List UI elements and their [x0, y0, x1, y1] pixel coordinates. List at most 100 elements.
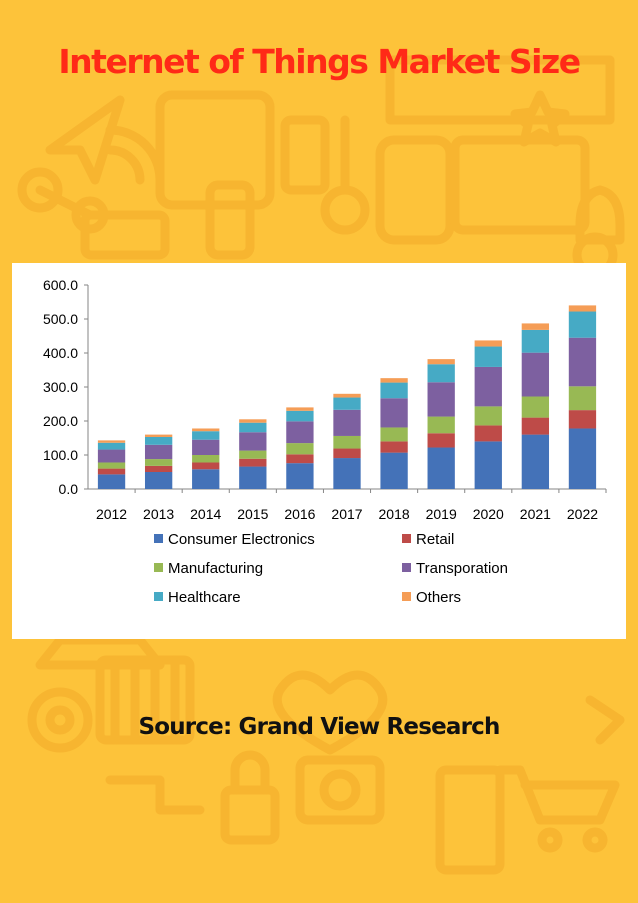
bar-segment-others — [239, 419, 267, 423]
bar-segment-manufacturing — [380, 427, 408, 442]
bar-segment-transporation — [333, 409, 361, 436]
bar-segment-others — [521, 323, 550, 330]
bar-segment-transporation — [286, 421, 314, 444]
bar-segment-transporation — [144, 444, 173, 460]
bar-segment-retail — [239, 458, 267, 467]
bar-segment-healthcare — [427, 364, 455, 383]
bar-segment-consumer-electronics — [144, 472, 173, 489]
legend-label: Retail — [416, 531, 454, 548]
x-tick-label: 2016 — [284, 506, 315, 522]
bar-segment-others — [474, 340, 502, 347]
lock-icon — [220, 785, 280, 845]
bar-segment-consumer-electronics — [380, 452, 408, 489]
y-tick-label: 0.0 — [59, 481, 79, 497]
bar-segment-healthcare — [192, 431, 220, 440]
network-node-icon — [17, 167, 63, 213]
bar-segment-consumer-electronics — [521, 434, 550, 489]
radiator-icon — [95, 655, 195, 745]
bar-segment-retail — [427, 433, 455, 448]
bar-segment-transporation — [380, 398, 408, 428]
camera-icon — [295, 755, 385, 825]
legend-swatch — [402, 563, 411, 572]
bar-segment-consumer-electronics — [239, 466, 267, 489]
stacked-bar-chart: 0.0 100.0 200.0 300.0 400.0 500.0 600.0 2012 201… — [43, 277, 607, 606]
bar-segment-healthcare — [380, 382, 408, 399]
x-tick-label: 2021 — [520, 506, 551, 522]
router-icon — [80, 210, 170, 260]
x-tick-label: 2015 — [237, 506, 268, 522]
x-tick-label: 2013 — [143, 506, 174, 522]
bar-segment-manufacturing — [474, 406, 502, 426]
fridge-icon — [435, 765, 505, 875]
bar-segment-healthcare — [286, 410, 314, 422]
legend-label: Healthcare — [168, 589, 241, 606]
bar-segment-consumer-electronics — [97, 474, 126, 489]
x-tick-label: 2014 — [190, 506, 221, 522]
page-title: Internet of Things Market Size — [58, 42, 581, 81]
bar-segment-transporation — [474, 366, 502, 407]
bar-segment-transporation — [239, 432, 267, 451]
y-tick-label: 600.0 — [43, 277, 78, 293]
bar-segment-others — [427, 359, 455, 365]
bar-segment-others — [286, 407, 314, 411]
bar-segment-others — [192, 428, 220, 432]
bar-segment-consumer-electronics — [568, 428, 597, 489]
bar-segment-manufacturing — [427, 416, 455, 434]
bar-segment-retail — [333, 448, 361, 459]
bar-segment-others — [380, 378, 408, 383]
faucet-icon — [105, 775, 205, 815]
bar-segment-consumer-electronics — [474, 441, 502, 489]
bar-segment-consumer-electronics — [286, 463, 314, 489]
y-tick-label: 500.0 — [43, 311, 78, 327]
bar-segment-manufacturing — [333, 435, 361, 449]
gear-icon — [27, 687, 93, 753]
chart-card: 0.0 100.0 200.0 300.0 400.0 500.0 600.0 2012 201… — [12, 263, 626, 639]
bar-segment-healthcare — [239, 422, 267, 433]
legend-label: Transporation — [416, 560, 508, 577]
bar-segment-retail — [97, 468, 126, 475]
x-tick-label: 2017 — [331, 506, 362, 522]
bar-segment-healthcare — [474, 346, 502, 367]
star-icon — [510, 90, 570, 147]
bar-segment-retail — [380, 441, 408, 453]
bar-segment-others — [144, 434, 173, 437]
bar-segment-retail — [286, 454, 314, 464]
bar-segment-transporation — [427, 382, 455, 417]
bar-segment-consumer-electronics — [192, 469, 220, 489]
cart-icon — [495, 765, 620, 825]
bar-segment-others — [568, 305, 597, 312]
bar-segment-healthcare — [333, 397, 361, 410]
y-tick-label: 100.0 — [43, 447, 78, 463]
battery-icon — [385, 55, 615, 125]
bar-segment-transporation — [97, 449, 126, 463]
bar-segment-manufacturing — [521, 396, 550, 418]
x-tick-label: 2022 — [567, 506, 598, 522]
legend-label: Manufacturing — [168, 560, 263, 577]
bar-segment-retail — [192, 462, 220, 470]
y-tick-label: 200.0 — [43, 413, 78, 429]
paper-plane-icon — [45, 95, 125, 185]
heart-icon — [272, 670, 388, 755]
microwave-icon — [450, 135, 590, 235]
bar-segment-transporation — [521, 352, 550, 397]
bar-segment-manufacturing — [144, 459, 173, 466]
bar-segment-transporation — [568, 337, 597, 387]
watch-icon — [375, 135, 455, 245]
bar-segment-retail — [474, 425, 502, 442]
arrow-icon — [585, 695, 625, 745]
bar-segment-healthcare — [521, 329, 550, 353]
x-tick-label: 2019 — [426, 506, 457, 522]
bar-segment-retail — [568, 410, 597, 429]
x-tick-label: 2012 — [96, 506, 127, 522]
bar-segment-consumer-electronics — [333, 458, 361, 489]
bar-segment-manufacturing — [97, 462, 126, 469]
legend-swatch — [402, 592, 411, 601]
y-tick-label: 300.0 — [43, 379, 78, 395]
bar-segment-retail — [521, 417, 550, 435]
cup-icon — [155, 90, 275, 210]
tablet-icon — [280, 115, 330, 195]
game-controller-icon — [35, 635, 165, 670]
bar-segment-manufacturing — [239, 450, 267, 459]
x-tick-label: 2020 — [473, 506, 504, 522]
